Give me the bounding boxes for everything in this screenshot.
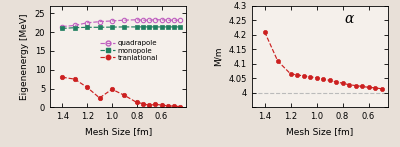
Text: α: α (344, 12, 354, 26)
Y-axis label: M/m: M/m (214, 47, 223, 66)
X-axis label: Mesh Size [fm]: Mesh Size [fm] (84, 127, 152, 136)
Legend: quadrapole, monopole, tranlational: quadrapole, monopole, tranlational (98, 37, 161, 64)
X-axis label: Mesh Size [fm]: Mesh Size [fm] (286, 127, 354, 136)
Y-axis label: Eigenenergy [MeV]: Eigenenergy [MeV] (20, 13, 29, 100)
